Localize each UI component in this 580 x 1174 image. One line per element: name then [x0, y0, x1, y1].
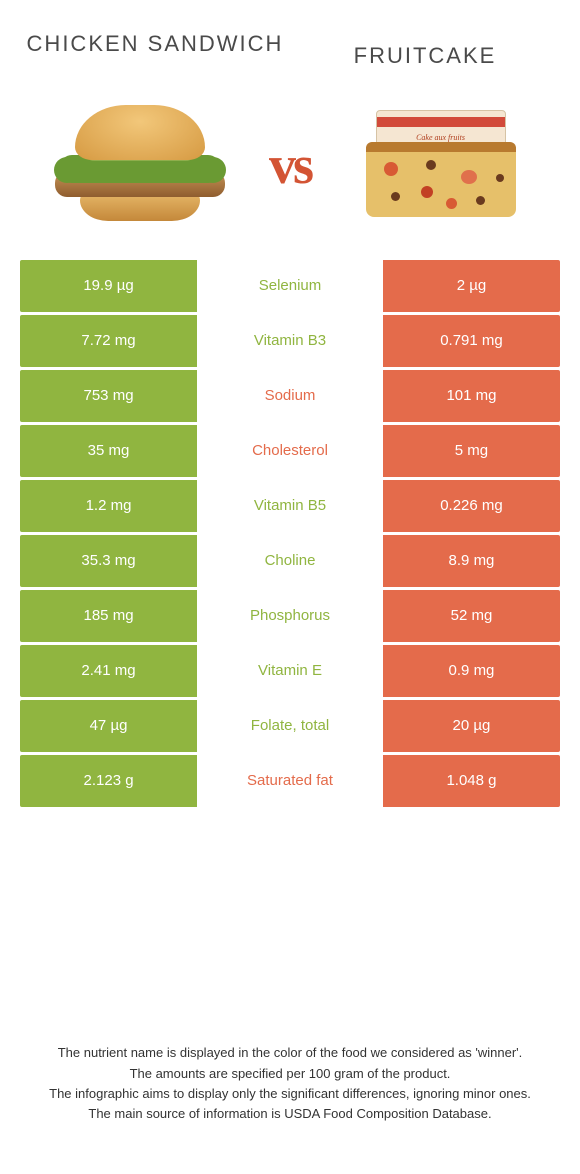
nutrient-name: Choline	[197, 535, 383, 587]
footer: The nutrient name is displayed in the co…	[30, 1043, 550, 1124]
nutrient-table: 19.9 µgSelenium2 µg7.72 mgVitamin B30.79…	[20, 260, 560, 807]
left-value: 35 mg	[20, 425, 197, 477]
table-row: 35.3 mgCholine8.9 mg	[20, 535, 560, 587]
right-value: 0.226 mg	[383, 480, 560, 532]
table-row: 1.2 mgVitamin B50.226 mg	[20, 480, 560, 532]
footer-line-3: The infographic aims to display only the…	[30, 1084, 550, 1104]
left-value: 35.3 mg	[20, 535, 197, 587]
right-value: 8.9 mg	[383, 535, 560, 587]
fruitcake-pack-label: Cake aux fruits	[385, 133, 497, 142]
table-row: 753 mgSodium101 mg	[20, 370, 560, 422]
nutrient-name: Folate, total	[197, 700, 383, 752]
right-value: 2 µg	[383, 260, 560, 312]
table-row: 185 mgPhosphorus52 mg	[20, 590, 560, 642]
footer-line-2: The amounts are specified per 100 gram o…	[30, 1064, 550, 1084]
left-value: 1.2 mg	[20, 480, 197, 532]
right-value: 101 mg	[383, 370, 560, 422]
left-value: 47 µg	[20, 700, 197, 752]
table-row: 35 mgCholesterol5 mg	[20, 425, 560, 477]
right-value: 1.048 g	[383, 755, 560, 807]
table-row: 2.41 mgVitamin E0.9 mg	[20, 645, 560, 697]
nutrient-name: Vitamin E	[197, 645, 383, 697]
nutrient-name: Selenium	[197, 260, 383, 312]
table-row: 19.9 µgSelenium2 µg	[20, 260, 560, 312]
table-row: 2.123 gSaturated fat1.048 g	[20, 755, 560, 807]
right-value: 52 mg	[383, 590, 560, 642]
left-food-image	[20, 105, 259, 225]
left-value: 753 mg	[20, 370, 197, 422]
nutrient-name: Cholesterol	[197, 425, 383, 477]
table-row: 47 µgFolate, total20 µg	[20, 700, 560, 752]
left-food-header: Chicken sandwich	[20, 30, 290, 70]
left-value: 185 mg	[20, 590, 197, 642]
nutrient-name: Saturated fat	[197, 755, 383, 807]
left-value: 2.123 g	[20, 755, 197, 807]
nutrient-name: Vitamin B3	[197, 315, 383, 367]
right-value: 0.791 mg	[383, 315, 560, 367]
right-value: 5 mg	[383, 425, 560, 477]
left-value: 19.9 µg	[20, 260, 197, 312]
right-food-image: Cake aux fruits	[321, 110, 560, 220]
right-value: 0.9 mg	[383, 645, 560, 697]
nutrient-name: Sodium	[197, 370, 383, 422]
fruitcake-icon: Cake aux fruits	[361, 110, 521, 220]
nutrient-name: Phosphorus	[197, 590, 383, 642]
right-food-header: Fruitcake	[290, 30, 560, 70]
left-value: 2.41 mg	[20, 645, 197, 697]
left-food-title: Chicken sandwich	[20, 30, 290, 58]
images-row: vs Cake aux fruits	[0, 80, 580, 260]
header: Chicken sandwich Fruitcake	[0, 0, 580, 80]
footer-line-4: The main source of information is USDA F…	[30, 1104, 550, 1124]
sandwich-icon	[55, 105, 225, 225]
vs-badge: vs	[269, 134, 311, 196]
table-row: 7.72 mgVitamin B30.791 mg	[20, 315, 560, 367]
footer-line-1: The nutrient name is displayed in the co…	[30, 1043, 550, 1063]
nutrient-name: Vitamin B5	[197, 480, 383, 532]
right-food-title: Fruitcake	[290, 30, 560, 70]
left-value: 7.72 mg	[20, 315, 197, 367]
right-value: 20 µg	[383, 700, 560, 752]
